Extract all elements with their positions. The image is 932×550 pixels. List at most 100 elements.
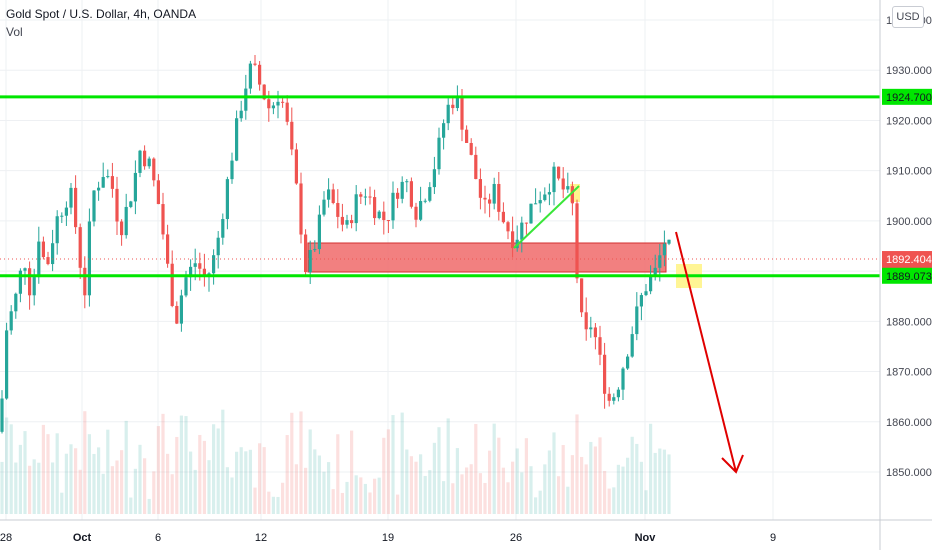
candle[interactable] bbox=[621, 366, 625, 401]
candle[interactable] bbox=[147, 156, 151, 169]
candle[interactable] bbox=[271, 102, 275, 115]
candle[interactable] bbox=[635, 292, 639, 341]
candle[interactable] bbox=[304, 229, 308, 277]
candle[interactable] bbox=[547, 183, 551, 206]
candle[interactable] bbox=[506, 220, 510, 240]
candle[interactable] bbox=[437, 127, 441, 175]
candle[interactable] bbox=[377, 210, 381, 220]
candle[interactable] bbox=[60, 212, 64, 224]
candle[interactable] bbox=[428, 182, 432, 203]
candle[interactable] bbox=[133, 160, 137, 215]
candle[interactable] bbox=[598, 325, 602, 366]
candle[interactable] bbox=[432, 156, 436, 195]
candle[interactable] bbox=[501, 202, 505, 224]
candle[interactable] bbox=[106, 169, 110, 179]
candle[interactable] bbox=[225, 176, 229, 230]
candle[interactable] bbox=[354, 185, 358, 232]
candle[interactable] bbox=[350, 214, 354, 229]
candle[interactable] bbox=[317, 205, 321, 255]
candle[interactable] bbox=[55, 210, 59, 255]
candle[interactable] bbox=[239, 100, 243, 122]
candle[interactable] bbox=[478, 168, 482, 210]
candle[interactable] bbox=[101, 162, 105, 188]
candle[interactable] bbox=[414, 202, 418, 228]
candle[interactable] bbox=[253, 55, 257, 67]
candle[interactable] bbox=[299, 172, 303, 244]
candle[interactable] bbox=[575, 199, 579, 284]
candle[interactable] bbox=[405, 179, 409, 193]
candle[interactable] bbox=[584, 297, 588, 341]
supply-zone-box[interactable] bbox=[307, 242, 667, 273]
candle[interactable] bbox=[497, 171, 501, 221]
candle[interactable] bbox=[340, 203, 344, 232]
candle[interactable] bbox=[396, 188, 400, 209]
candle[interactable] bbox=[124, 193, 128, 239]
candle[interactable] bbox=[520, 216, 524, 253]
candle[interactable] bbox=[593, 323, 597, 350]
candle[interactable] bbox=[18, 268, 22, 303]
candle[interactable] bbox=[5, 322, 9, 400]
candle[interactable] bbox=[630, 326, 634, 358]
candle[interactable] bbox=[327, 178, 331, 208]
candle[interactable] bbox=[230, 152, 234, 184]
candle[interactable] bbox=[446, 98, 450, 131]
candle[interactable] bbox=[589, 316, 593, 338]
candle[interactable] bbox=[78, 223, 82, 280]
candle[interactable] bbox=[570, 181, 574, 216]
candle[interactable] bbox=[64, 201, 68, 226]
candle[interactable] bbox=[161, 192, 165, 240]
candle[interactable] bbox=[400, 176, 404, 204]
candle[interactable] bbox=[212, 249, 216, 285]
candle[interactable] bbox=[331, 183, 335, 205]
candle[interactable] bbox=[529, 203, 533, 224]
candle[interactable] bbox=[566, 172, 570, 193]
candle[interactable] bbox=[175, 301, 179, 325]
candle[interactable] bbox=[235, 110, 239, 162]
candle[interactable] bbox=[115, 176, 119, 236]
candle[interactable] bbox=[557, 166, 561, 181]
candle[interactable] bbox=[313, 240, 317, 252]
candle[interactable] bbox=[221, 213, 225, 245]
candle[interactable] bbox=[616, 387, 620, 402]
candle[interactable] bbox=[14, 292, 18, 319]
candle[interactable] bbox=[382, 201, 386, 235]
candle[interactable] bbox=[538, 191, 542, 213]
candle[interactable] bbox=[281, 97, 285, 108]
candle[interactable] bbox=[129, 200, 133, 209]
candle[interactable] bbox=[290, 107, 294, 156]
candle[interactable] bbox=[9, 305, 13, 335]
candle[interactable] bbox=[534, 188, 538, 205]
candle[interactable] bbox=[28, 261, 32, 310]
candle[interactable] bbox=[276, 90, 280, 119]
candle[interactable] bbox=[488, 193, 492, 218]
candle[interactable] bbox=[373, 189, 377, 225]
candle[interactable] bbox=[612, 393, 616, 405]
candle[interactable] bbox=[552, 162, 556, 206]
candle[interactable] bbox=[97, 181, 101, 201]
candle[interactable] bbox=[474, 146, 478, 180]
candle[interactable] bbox=[83, 256, 87, 309]
candle[interactable] bbox=[662, 230, 666, 267]
candle[interactable] bbox=[294, 143, 298, 185]
candle[interactable] bbox=[156, 174, 160, 205]
candle[interactable] bbox=[483, 185, 487, 214]
candle[interactable] bbox=[170, 250, 174, 308]
candle[interactable] bbox=[74, 175, 78, 234]
candle[interactable] bbox=[368, 186, 372, 205]
candle[interactable] bbox=[216, 231, 220, 269]
candle[interactable] bbox=[442, 119, 446, 150]
candle[interactable] bbox=[465, 125, 469, 143]
candle[interactable] bbox=[92, 190, 96, 227]
forecast-arrow[interactable] bbox=[675, 231, 744, 474]
candle[interactable] bbox=[336, 189, 340, 229]
candle[interactable] bbox=[166, 224, 170, 268]
candle[interactable] bbox=[322, 191, 326, 217]
candle[interactable] bbox=[603, 342, 607, 409]
candle[interactable] bbox=[258, 61, 262, 91]
candle[interactable] bbox=[359, 191, 363, 205]
candle[interactable] bbox=[639, 292, 643, 321]
candle[interactable] bbox=[423, 198, 427, 204]
candle[interactable] bbox=[626, 354, 630, 370]
candle[interactable] bbox=[667, 239, 671, 246]
